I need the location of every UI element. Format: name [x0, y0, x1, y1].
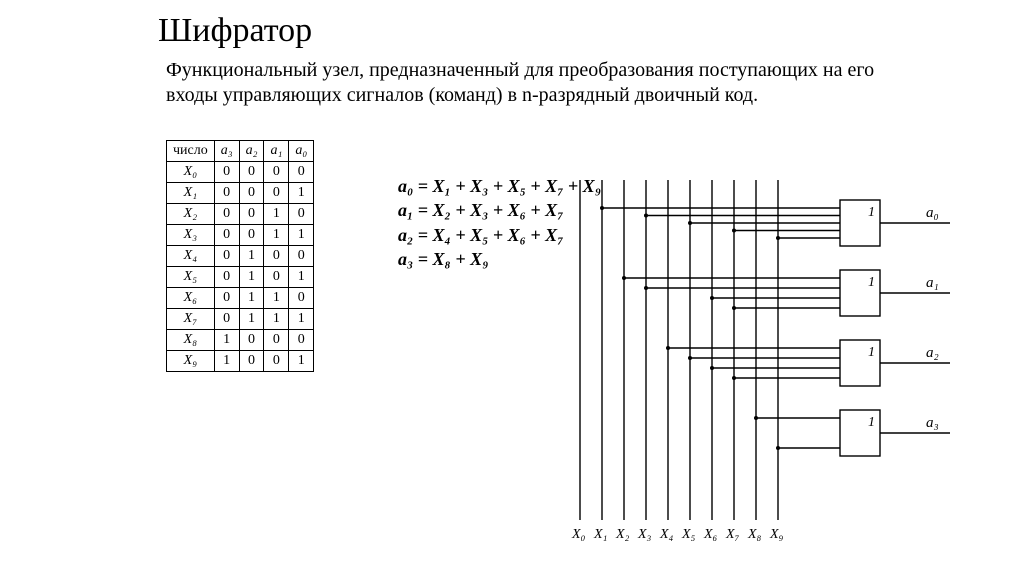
table-cell: 1: [289, 225, 314, 246]
table-cell: X₃: [167, 225, 215, 246]
svg-text:X₄: X₄: [659, 527, 674, 542]
table-row: X₆0110: [167, 288, 314, 309]
table-cell: 1: [289, 183, 314, 204]
table-header: число: [167, 141, 215, 162]
table-row: X₁0001: [167, 183, 314, 204]
table-cell: 0: [289, 246, 314, 267]
table-cell: 1: [214, 330, 239, 351]
table-cell: 1: [289, 309, 314, 330]
table-row: X₅0101: [167, 267, 314, 288]
table-cell: X₀: [167, 162, 215, 183]
table-cell: 0: [239, 162, 264, 183]
table-cell: 0: [239, 351, 264, 372]
table-cell: 0: [264, 162, 289, 183]
svg-text:X₈: X₈: [747, 527, 762, 542]
table-row: X₉1001: [167, 351, 314, 372]
table-cell: 1: [239, 267, 264, 288]
svg-text:1: 1: [868, 275, 875, 290]
table-cell: 0: [289, 288, 314, 309]
svg-text:1: 1: [868, 345, 875, 360]
table-cell: 1: [214, 351, 239, 372]
description: Функциональный узел, предназначенный для…: [166, 58, 926, 108]
table-cell: 0: [214, 225, 239, 246]
table-cell: X₈: [167, 330, 215, 351]
svg-text:1: 1: [868, 205, 875, 220]
table-cell: 1: [264, 309, 289, 330]
table-cell: 1: [239, 309, 264, 330]
svg-text:X₁: X₁: [593, 527, 607, 542]
svg-text:X₅: X₅: [681, 527, 696, 542]
svg-text:a₃: a₃: [926, 415, 939, 431]
table-cell: 0: [214, 204, 239, 225]
table-cell: 0: [214, 288, 239, 309]
svg-text:X₆: X₆: [703, 527, 718, 542]
svg-text:X₂: X₂: [615, 527, 630, 542]
table-cell: 0: [214, 267, 239, 288]
table-cell: 0: [214, 246, 239, 267]
svg-text:a₀: a₀: [926, 205, 939, 221]
table-cell: 0: [264, 351, 289, 372]
table-cell: X₂: [167, 204, 215, 225]
table-cell: 0: [264, 267, 289, 288]
table-cell: 0: [214, 162, 239, 183]
table-cell: X₆: [167, 288, 215, 309]
table-cell: X₄: [167, 246, 215, 267]
table-row: X₄0100: [167, 246, 314, 267]
table-cell: X₅: [167, 267, 215, 288]
table-cell: 0: [289, 162, 314, 183]
truth-table: числоa₃a₂a₁a₀ X₀0000X₁0001X₂0010X₃0011X₄…: [166, 140, 314, 372]
table-cell: 0: [264, 183, 289, 204]
table-cell: X₇: [167, 309, 215, 330]
table-cell: 1: [264, 288, 289, 309]
table-row: X₇0111: [167, 309, 314, 330]
encoder-diagram: X₀ X₁ X₂ X₃ X₄ X₅ X₆ X₇ X₈ X₉ 1 a₀ 1 a₁ 1 a₂ 1 a₃: [550, 180, 990, 565]
svg-text:X₇: X₇: [725, 527, 740, 542]
table-row: X₀0000: [167, 162, 314, 183]
table-cell: 0: [239, 183, 264, 204]
table-cell: 0: [214, 183, 239, 204]
table-row: X₂0010: [167, 204, 314, 225]
svg-text:X₀: X₀: [571, 527, 586, 542]
table-cell: 1: [239, 288, 264, 309]
table-cell: 1: [264, 204, 289, 225]
table-header: a₃: [214, 141, 239, 162]
table-row: X₃0011: [167, 225, 314, 246]
table-cell: 0: [239, 330, 264, 351]
table-cell: 0: [214, 309, 239, 330]
table-header: a₀: [289, 141, 314, 162]
table-cell: 0: [239, 204, 264, 225]
svg-text:X₉: X₉: [769, 527, 784, 542]
table-cell: 1: [289, 267, 314, 288]
table-cell: 0: [289, 330, 314, 351]
table-cell: X₁: [167, 183, 215, 204]
table-cell: 0: [239, 225, 264, 246]
table-row: X₈1000: [167, 330, 314, 351]
table-cell: 0: [264, 330, 289, 351]
table-header: a₁: [264, 141, 289, 162]
svg-text:1: 1: [868, 415, 875, 430]
table-cell: 1: [264, 225, 289, 246]
svg-text:a₁: a₁: [926, 275, 939, 291]
table-cell: 1: [239, 246, 264, 267]
svg-text:X₃: X₃: [637, 527, 652, 542]
table-cell: 0: [289, 204, 314, 225]
table-header: a₂: [239, 141, 264, 162]
page-title: Шифратор: [158, 12, 976, 50]
table-cell: 1: [289, 351, 314, 372]
svg-text:a₂: a₂: [926, 345, 939, 361]
table-cell: 0: [264, 246, 289, 267]
table-cell: X₉: [167, 351, 215, 372]
